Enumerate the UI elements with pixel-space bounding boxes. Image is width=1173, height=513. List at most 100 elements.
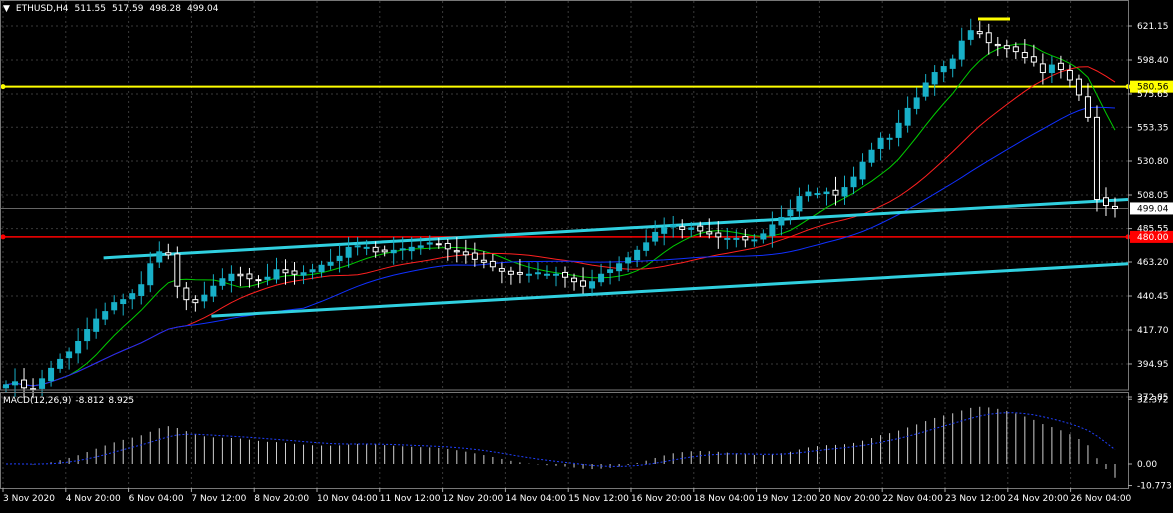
candle bbox=[571, 273, 578, 291]
chart-title: ▼ ETHUSD,H4 511.55 517.59 498.28 499.04 bbox=[3, 4, 224, 14]
candle-body bbox=[435, 243, 442, 246]
candle-body bbox=[580, 280, 587, 287]
candle bbox=[318, 260, 325, 278]
candle bbox=[417, 236, 424, 255]
candle-body bbox=[1093, 116, 1100, 201]
candle bbox=[444, 238, 451, 261]
candle bbox=[778, 205, 785, 236]
candle bbox=[138, 271, 145, 305]
macd-y-tick-label: -10.773 bbox=[1137, 482, 1172, 492]
candle bbox=[751, 233, 758, 247]
y-tick-label: 530.80 bbox=[1137, 157, 1169, 167]
candle-body bbox=[607, 269, 614, 273]
candle-body bbox=[408, 246, 415, 252]
candle-body bbox=[841, 187, 848, 197]
candle bbox=[228, 265, 235, 293]
candle-body bbox=[670, 224, 677, 228]
candle-body bbox=[246, 273, 253, 280]
candle-body bbox=[12, 381, 19, 386]
candle-body bbox=[1057, 62, 1064, 71]
candle-body bbox=[372, 246, 379, 253]
candle bbox=[1057, 55, 1064, 79]
candle bbox=[399, 236, 406, 260]
candle bbox=[381, 245, 388, 257]
candle-body bbox=[1039, 63, 1046, 74]
x-tick-label: 7 Nov 12:00 bbox=[191, 494, 246, 504]
collapse-triangle-icon[interactable]: ▼ bbox=[3, 4, 10, 14]
y-tick-label: 463.20 bbox=[1137, 258, 1169, 268]
candle-body bbox=[706, 231, 713, 235]
candle bbox=[273, 257, 280, 284]
candle-body bbox=[93, 318, 100, 332]
candle-body bbox=[291, 270, 298, 275]
candle-body bbox=[507, 270, 514, 275]
candle-body bbox=[453, 250, 460, 253]
candle bbox=[949, 54, 956, 78]
candle bbox=[850, 166, 857, 195]
candle-body bbox=[300, 272, 307, 276]
candle bbox=[868, 142, 875, 167]
candle-body bbox=[516, 271, 523, 275]
candle bbox=[426, 235, 433, 251]
candle-body bbox=[832, 189, 839, 196]
candle bbox=[129, 289, 136, 310]
candle-body bbox=[471, 252, 478, 260]
candle-body bbox=[688, 227, 695, 230]
candle bbox=[823, 187, 830, 206]
candle bbox=[661, 217, 668, 246]
candle-body bbox=[724, 237, 731, 240]
candle-body bbox=[3, 384, 9, 389]
candle-body bbox=[823, 191, 830, 195]
macd-label: MACD(12,26,9) bbox=[3, 396, 72, 406]
candle-body bbox=[489, 260, 496, 268]
candle-body bbox=[940, 66, 947, 73]
candle-body bbox=[985, 32, 992, 44]
candle bbox=[1012, 42, 1019, 60]
candle bbox=[580, 267, 587, 294]
candle-body bbox=[886, 137, 893, 140]
x-tick-label: 23 Nov 12:00 bbox=[945, 494, 1006, 504]
candle bbox=[147, 251, 154, 293]
candle bbox=[183, 282, 190, 311]
candle bbox=[697, 221, 704, 237]
trendlines[interactable] bbox=[103, 198, 1129, 318]
y-tick-label: 598.40 bbox=[1137, 56, 1169, 66]
candle-body bbox=[327, 261, 334, 266]
candle-body bbox=[354, 245, 361, 248]
candle bbox=[39, 369, 46, 396]
y-tick-label: 508.05 bbox=[1137, 191, 1169, 201]
candle-body bbox=[616, 263, 623, 272]
candle-body bbox=[48, 367, 55, 382]
candle bbox=[453, 237, 460, 263]
horizontal-levels[interactable]: 580.56 480.00 499.04 bbox=[0, 17, 1173, 243]
candle-body bbox=[183, 287, 190, 301]
candle bbox=[345, 236, 352, 268]
candle bbox=[552, 266, 559, 287]
x-tick-label: 22 Nov 04:00 bbox=[882, 494, 943, 504]
candle bbox=[462, 239, 469, 264]
candle bbox=[1021, 39, 1028, 64]
candle-body bbox=[1003, 45, 1010, 50]
candle bbox=[1093, 105, 1100, 212]
level-price-label: 580.56 bbox=[1137, 83, 1169, 93]
candle-body bbox=[417, 245, 424, 248]
x-tick-label: 18 Nov 04:00 bbox=[694, 494, 755, 504]
candle bbox=[733, 229, 740, 248]
macd-y-tick-label: 0.00 bbox=[1137, 460, 1157, 470]
x-tick-label: 10 Nov 04:00 bbox=[317, 494, 378, 504]
candle-body bbox=[381, 249, 388, 253]
candle-body bbox=[913, 97, 920, 109]
candle-body bbox=[399, 248, 406, 251]
candle bbox=[102, 302, 109, 326]
candle bbox=[1003, 39, 1010, 58]
candle-body bbox=[733, 237, 740, 240]
moving-averages bbox=[5, 43, 1116, 387]
candle bbox=[246, 267, 253, 288]
y-tick-label: 372.85 bbox=[1137, 393, 1169, 403]
candle-body bbox=[273, 269, 280, 280]
candle-body bbox=[282, 269, 289, 274]
candle-body bbox=[751, 239, 758, 242]
candle-body bbox=[805, 191, 812, 197]
